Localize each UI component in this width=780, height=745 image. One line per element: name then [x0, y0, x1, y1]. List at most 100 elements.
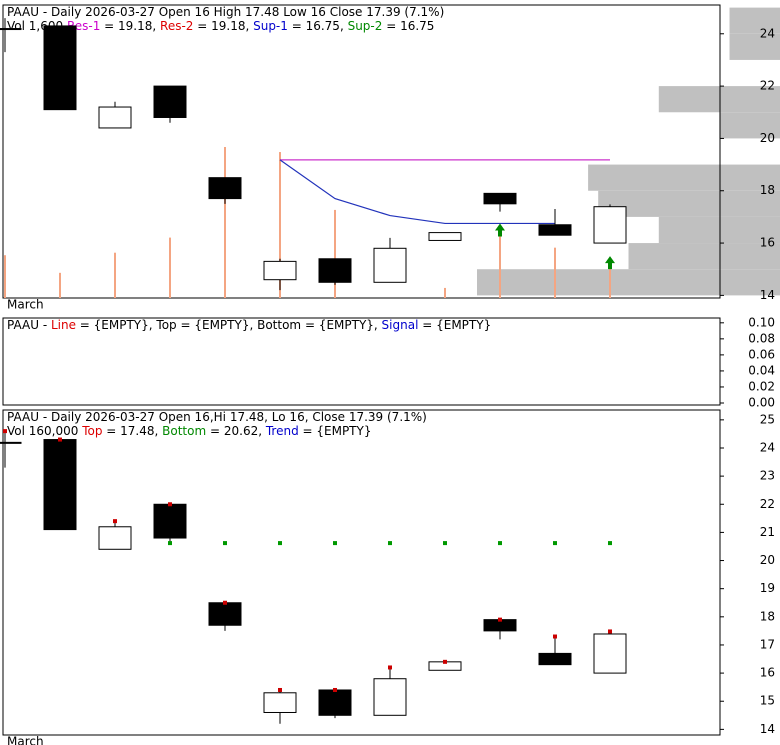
- y-tick-label: 25: [760, 412, 775, 426]
- y-tick-label: 18: [760, 609, 775, 623]
- legend-text: = 16.75: [382, 19, 434, 33]
- candle-body: [263, 260, 297, 281]
- volume-bar: [499, 230, 501, 298]
- volume-profile-bar: [729, 7, 780, 34]
- bottom-dot: [498, 541, 502, 546]
- y-tick-label: 20: [760, 131, 775, 145]
- legend-text: Top: [78, 424, 102, 438]
- legend-text: PAAU -: [7, 318, 47, 332]
- candle-body: [0, 441, 22, 444]
- bottom-dot: [168, 541, 172, 546]
- legend-text: = 16.75,: [288, 19, 344, 33]
- plot-frame: [2, 317, 721, 406]
- legend-text: = {EMPTY},: [177, 318, 254, 332]
- candle-body: [263, 692, 297, 713]
- candle-body: [373, 247, 407, 283]
- y-tick-label: 0.00: [748, 395, 775, 409]
- bottom-dot: [333, 541, 337, 546]
- volume-profile-bar: [658, 86, 780, 113]
- y-tick-label: 0.08: [748, 331, 775, 345]
- y-tick-label: 24: [760, 26, 775, 40]
- y-tick-label: 16: [760, 236, 775, 250]
- legend-text: PAAU - Daily 2026-03-27 Open 16 High 17.…: [7, 5, 444, 19]
- volume-profile-bar: [598, 190, 780, 217]
- y-tick-label: 18: [760, 183, 775, 197]
- volume-bar: [59, 272, 61, 298]
- volume-profile-bar: [588, 164, 780, 191]
- volume-profile-bar: [628, 243, 780, 270]
- bottom-dot: [443, 541, 447, 546]
- legend-line: PAAU - Daily 2026-03-27 Open 16 High 17.…: [7, 5, 444, 19]
- legend-text: = {EMPTY}: [299, 424, 372, 438]
- legend-text: Signal: [378, 318, 419, 332]
- volume-bar: [444, 287, 446, 298]
- candle-body: [538, 652, 572, 666]
- top-marker: [278, 687, 282, 692]
- bottom-dot: [608, 541, 612, 546]
- volume-bar: [279, 152, 281, 298]
- legend-text: Line: [47, 318, 76, 332]
- legend-text: = 20.62,: [206, 424, 262, 438]
- bottom-dot: [388, 541, 392, 546]
- candle-body: [208, 602, 242, 626]
- volume-bar: [114, 252, 116, 298]
- candle-body: [0, 28, 22, 31]
- y-tick-label: 14: [760, 722, 775, 736]
- legend-line: Vol 1,600 Res-1 = 19.18, Res-2 = 19.18, …: [7, 19, 434, 33]
- y-tick-label: 22: [760, 79, 775, 93]
- candle-body: [318, 689, 352, 716]
- legend-text: Vol 160,000: [7, 424, 78, 438]
- volume-profile-bar: [658, 216, 780, 244]
- legend-line: PAAU - Daily 2026-03-27 Open 16,Hi 17.48…: [7, 410, 427, 424]
- y-tick-label: 0.06: [748, 347, 775, 361]
- bottom-dot: [223, 541, 227, 546]
- candle-body: [153, 503, 187, 539]
- volume-bar: [4, 255, 6, 298]
- volume-bar: [334, 209, 336, 298]
- y-tick-label: 20: [760, 553, 775, 567]
- y-tick-label: 0.10: [748, 315, 775, 329]
- buy-signal: [495, 223, 505, 237]
- legend-text: = {EMPTY}: [418, 318, 491, 332]
- legend-text: = 19.18,: [193, 19, 249, 33]
- legend-text: = {EMPTY},: [301, 318, 378, 332]
- y-tick-label: 0.02: [748, 379, 775, 393]
- y-tick-label: 24: [760, 440, 775, 454]
- legend-text: Res-2: [156, 19, 193, 33]
- y-tick-label: 0.04: [748, 363, 775, 377]
- volume-bar: [169, 237, 171, 298]
- legend-text: Bottom: [158, 424, 206, 438]
- top-marker: [168, 502, 172, 507]
- candle-body: [428, 232, 462, 241]
- y-tick-label: 22: [760, 497, 775, 511]
- legend-text: = {EMPTY},: [76, 318, 153, 332]
- legend-text: Sup-1: [249, 19, 288, 33]
- legend-text: = 17.48,: [102, 424, 158, 438]
- top-marker: [498, 617, 502, 622]
- legend-line: Vol 160,000 Top = 17.48, Bottom = 20.62,…: [7, 424, 371, 438]
- top-marker: [333, 687, 337, 692]
- candle-body: [43, 25, 77, 111]
- candle-body: [483, 192, 517, 205]
- volume-profile-bar: [719, 112, 780, 139]
- x-tick-label: March: [7, 298, 44, 312]
- candle-body: [43, 439, 77, 531]
- candle-body: [318, 258, 352, 283]
- legend-text: Top: [153, 318, 177, 332]
- candle-body: [538, 224, 572, 236]
- legend-text: = 19.18,: [100, 19, 156, 33]
- bottom-dot: [553, 541, 557, 546]
- volume-profile-bar: [729, 33, 780, 60]
- candle-body: [373, 678, 407, 716]
- y-tick-label: 16: [760, 666, 775, 680]
- top-marker: [553, 634, 557, 639]
- candle-body: [98, 526, 132, 550]
- legend-text: Bottom: [253, 318, 301, 332]
- top-marker: [388, 665, 392, 670]
- volume-bar: [224, 147, 226, 298]
- legend-text: Trend: [262, 424, 299, 438]
- volume-profile-bar: [477, 269, 780, 296]
- candle-body: [98, 106, 132, 129]
- y-tick-label: 17: [760, 637, 775, 651]
